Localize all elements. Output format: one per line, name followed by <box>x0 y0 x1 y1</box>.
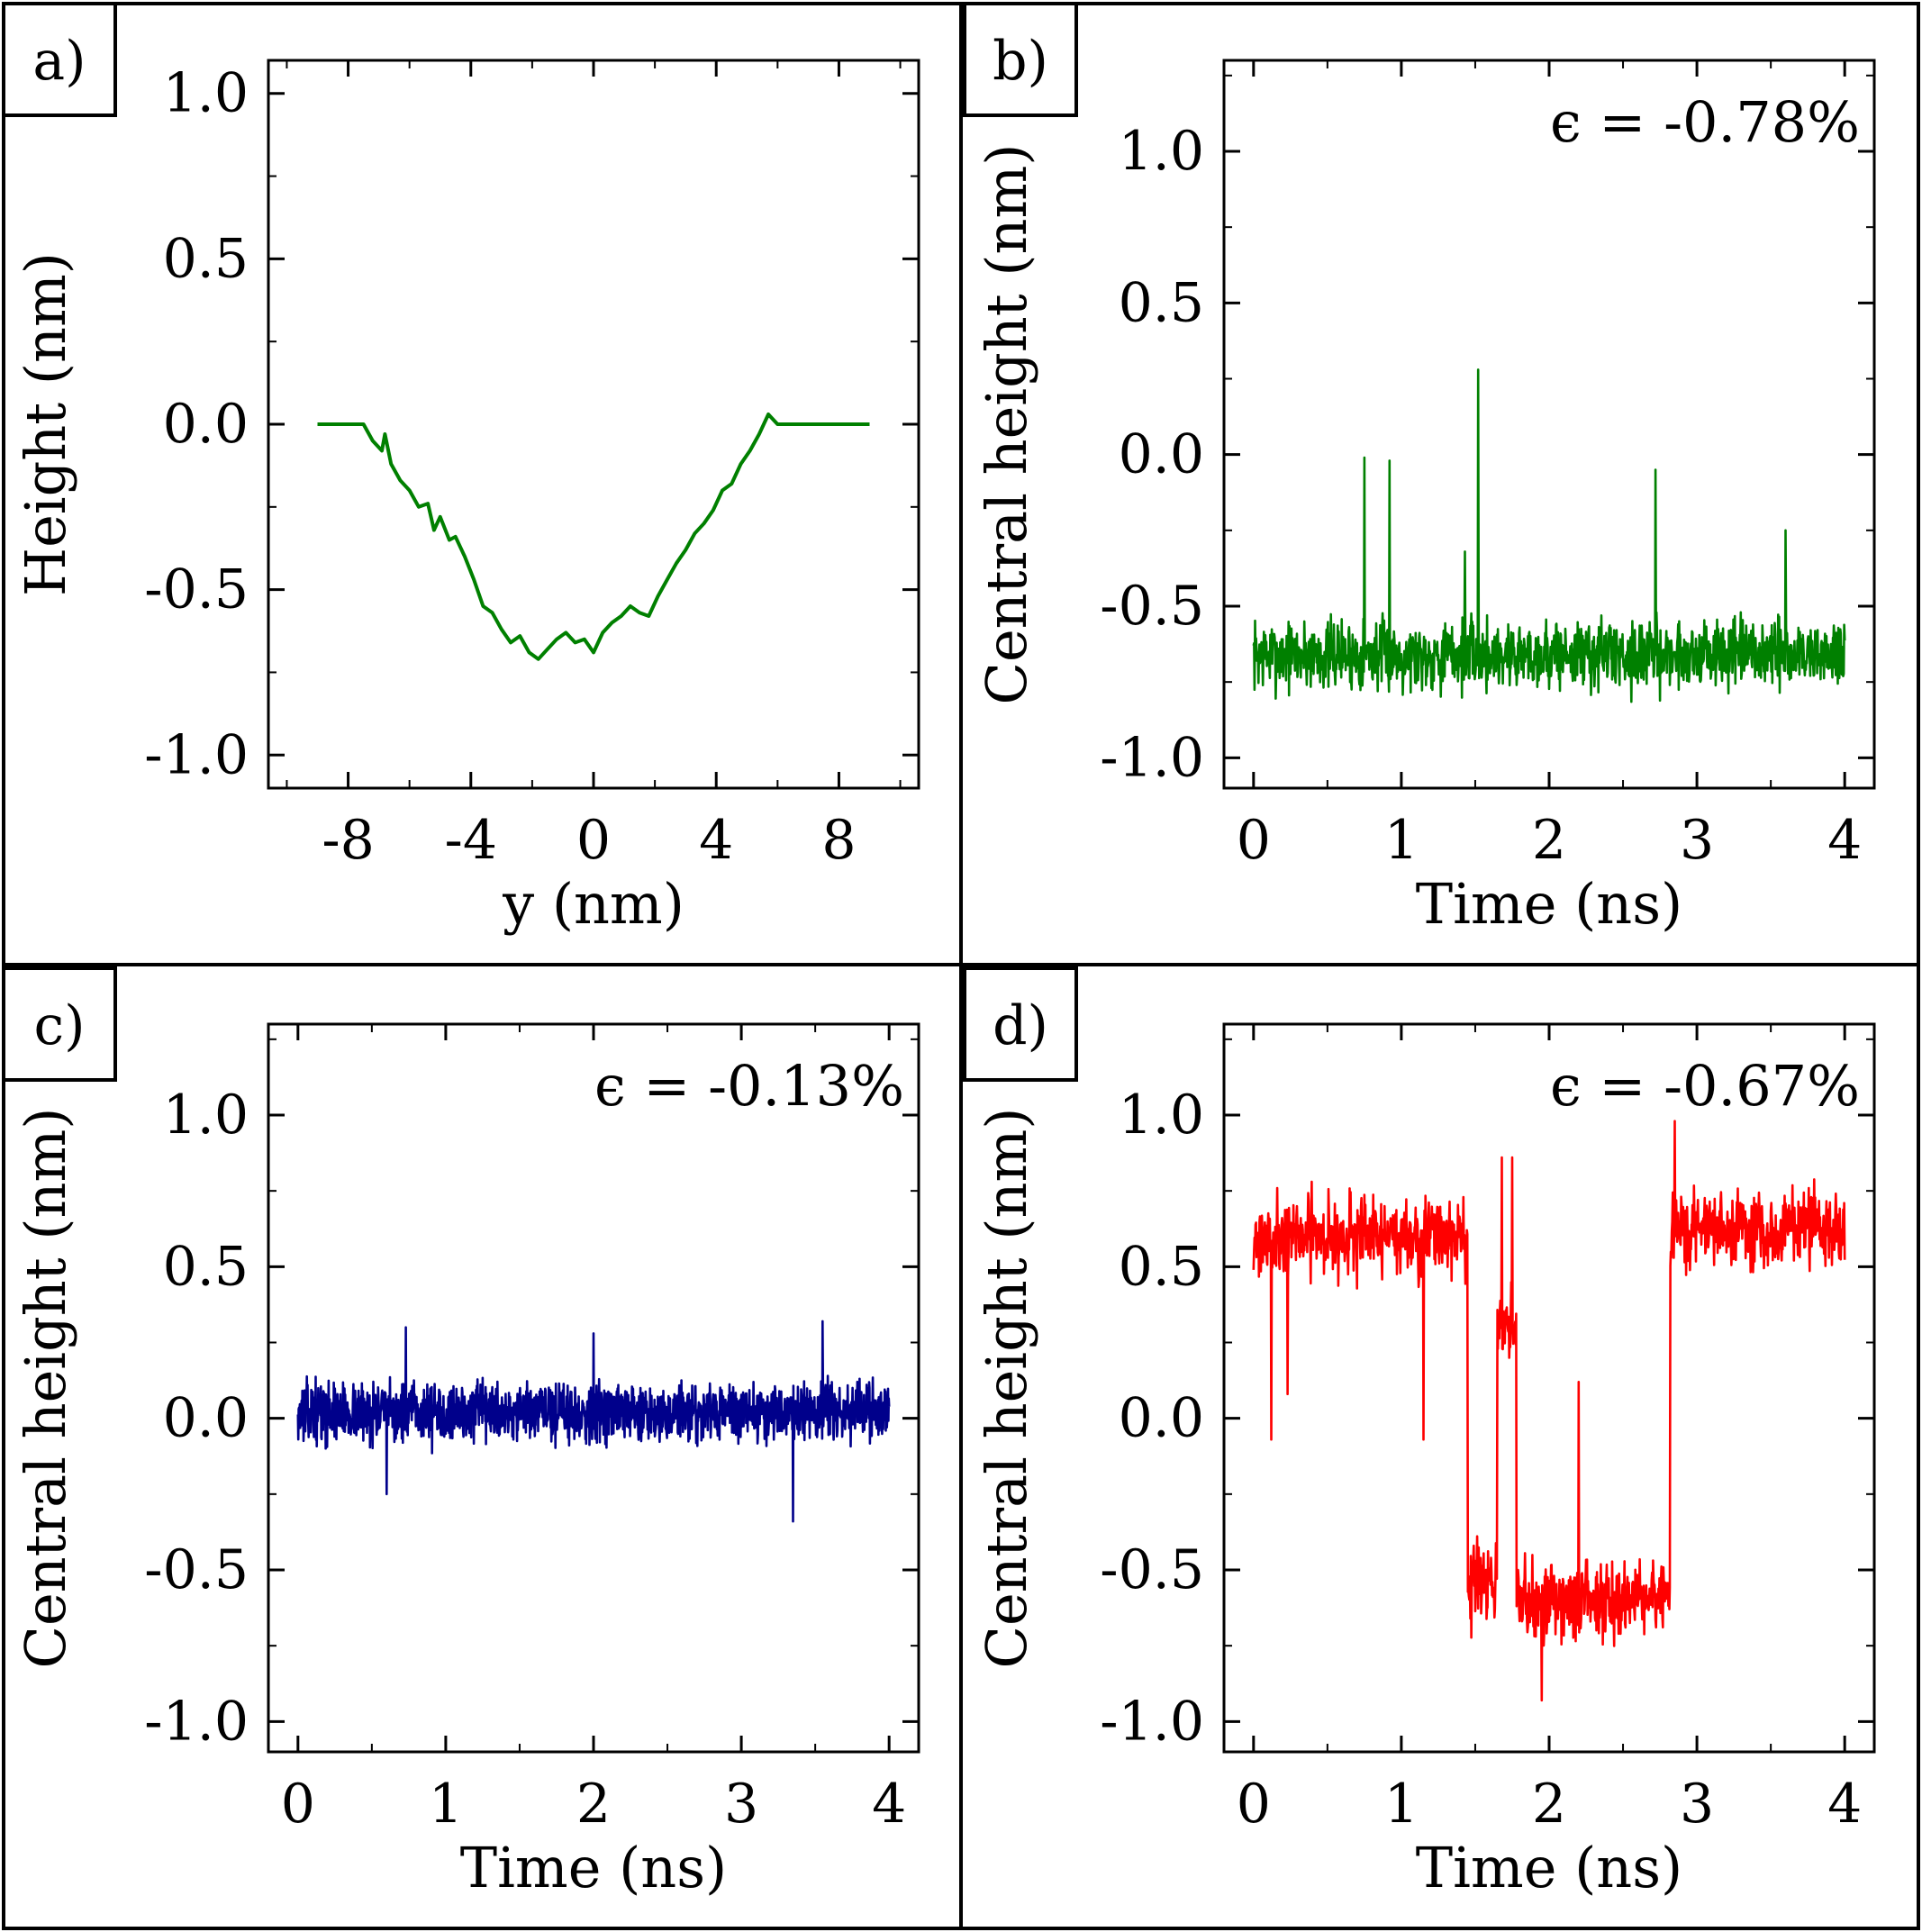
y-tick-label: 1.0 <box>1119 1084 1204 1147</box>
strain-annotation: ϵ = -0.13% <box>594 1053 904 1119</box>
y-tick-label: -1.0 <box>1100 1690 1204 1753</box>
data-series-line <box>296 1320 891 1523</box>
x-tick-label: 1 <box>1384 809 1419 872</box>
panel-label: b) <box>993 30 1048 93</box>
x-tick-label: 3 <box>1680 809 1714 872</box>
y-tick-label: -0.5 <box>1100 1538 1204 1601</box>
y-tick-label: 0.5 <box>163 227 249 290</box>
x-tick-label: 4 <box>872 1773 906 1836</box>
y-tick-label: 0.5 <box>1119 271 1204 334</box>
panel-label-box <box>2 966 117 1082</box>
x-tick-label: 3 <box>1680 1773 1714 1836</box>
strain-annotation: ϵ = -0.67% <box>1550 1053 1860 1119</box>
x-tick-label: 0 <box>281 1773 315 1836</box>
y-tick-label: -1.0 <box>144 1690 249 1753</box>
x-tick-label: 0 <box>1237 809 1271 872</box>
panel-label-box <box>963 966 1078 1082</box>
y-tick-label: 1.0 <box>1119 120 1204 183</box>
x-tick-label: 4 <box>1827 1773 1862 1836</box>
x-tick-label: 0 <box>1237 1773 1271 1836</box>
x-tick-label: -8 <box>322 809 374 872</box>
panels: -8 -4 0 4 8 -1.0 -0.5 0.0 0.5 1.0 y (nm) Height (nm… <box>2 2 1876 1900</box>
panel-b: 0 1 2 3 4 -1.0 -0.5 0.0 0.5 1.0 Time (ns) Central h… <box>963 2 1876 937</box>
x-tick-label: 3 <box>724 1773 758 1836</box>
x-axis-label: Time (ns) <box>460 1835 728 1900</box>
panel-a: -8 -4 0 4 8 -1.0 -0.5 0.0 0.5 1.0 y (nm) Height (nm… <box>2 2 920 937</box>
y-axis-label: Central height (nm) <box>974 1108 1039 1669</box>
y-tick-label: 0.0 <box>1119 1387 1204 1450</box>
y-tick-label: 0.0 <box>1119 423 1204 486</box>
data-series-line <box>317 413 870 661</box>
x-tick-label: 1 <box>1384 1773 1419 1836</box>
x-tick-label: 4 <box>1827 809 1862 872</box>
x-tick-label: -4 <box>445 809 497 872</box>
y-tick-label: -0.5 <box>1100 575 1204 638</box>
y-tick-label: 1.0 <box>163 1084 249 1147</box>
y-tick-label: -1.0 <box>144 723 249 786</box>
panel-label: a) <box>32 30 86 93</box>
x-tick-label: 1 <box>429 1773 463 1836</box>
x-axis-label: Time (ns) <box>1416 871 1683 937</box>
y-tick-label: 1.0 <box>163 62 249 125</box>
y-tick-label: 0.5 <box>1119 1235 1204 1298</box>
panel-label: c) <box>33 994 85 1057</box>
plot-frame <box>1222 1022 1876 1754</box>
x-tick-label: 8 <box>821 809 856 872</box>
y-tick-label: -1.0 <box>1100 726 1204 789</box>
strain-annotation: ϵ = -0.78% <box>1550 89 1860 155</box>
y-tick-label: -0.5 <box>144 558 249 621</box>
y-tick-label: 0.5 <box>163 1235 249 1298</box>
y-tick-label: 0.0 <box>163 1387 249 1450</box>
panel-label-box <box>2 2 117 117</box>
y-axis-label: Height (nm) <box>13 252 78 596</box>
panel-label: d) <box>993 994 1048 1057</box>
y-axis-label: Central height (nm) <box>974 144 1039 705</box>
x-tick-label: 2 <box>1532 1773 1566 1836</box>
x-tick-label: 4 <box>699 809 733 872</box>
y-tick-label: -0.5 <box>144 1538 249 1601</box>
x-axis-label: y (nm) <box>502 871 684 937</box>
x-tick-label: 2 <box>1532 809 1566 872</box>
data-series-line <box>1252 368 1846 703</box>
y-tick-label: 0.0 <box>163 393 249 456</box>
panel-c: 0 1 2 3 4 -1.0 -0.5 0.0 0.5 1.0 Time (ns) Central h… <box>2 966 920 1900</box>
panel-label-box <box>963 2 1078 117</box>
x-tick-label: 2 <box>576 1773 611 1836</box>
x-tick-label: 0 <box>576 809 611 872</box>
y-axis-label: Central height (nm) <box>13 1108 78 1669</box>
x-axis-label: Time (ns) <box>1416 1835 1683 1900</box>
data-series-line <box>1252 1120 1846 1702</box>
panel-d: 0 1 2 3 4 -1.0 -0.5 0.0 0.5 1.0 Time (ns) Central h… <box>963 966 1876 1900</box>
